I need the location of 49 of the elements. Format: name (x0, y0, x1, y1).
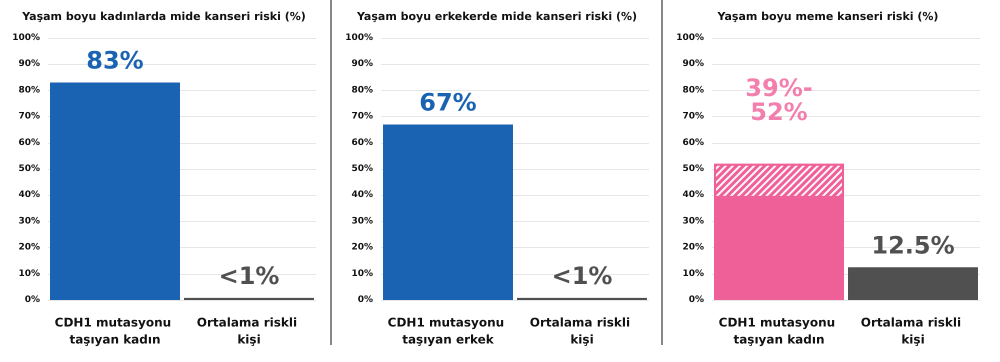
data-label: 12.5% (871, 231, 955, 260)
y-tick-label: 80% (351, 85, 373, 96)
data-label: 67% (419, 88, 477, 116)
y-tick-label: 50% (18, 164, 40, 174)
data-label: <1% (552, 262, 612, 290)
y-tick-label: 100% (345, 33, 373, 43)
x-tick-label: Ortalama riskli kişi (530, 316, 634, 346)
y-tick-label: 30% (682, 216, 704, 226)
y-tick-label: 60% (351, 138, 373, 148)
y-tick-label: 60% (18, 138, 40, 148)
y-tick-label: 100% (12, 33, 40, 43)
y-tick-label: 20% (351, 242, 373, 253)
y-tick-label: 0% (688, 295, 704, 305)
y-tick-label: 40% (351, 190, 373, 200)
chart-title: Yaşam boyu kadınlarda mide kanseri riski (%) (21, 10, 306, 23)
y-tick-label: 70% (682, 112, 704, 122)
y-tick-label: 30% (18, 216, 40, 226)
x-tick-label: Ortalama riskli kişi (860, 316, 966, 346)
bar (848, 267, 978, 300)
y-tick-label: 10% (351, 268, 373, 279)
y-tick-label: 40% (18, 190, 40, 200)
y-tick-label: 0% (24, 295, 40, 305)
y-tick-label: 50% (351, 164, 373, 174)
y-tick-label: 0% (358, 295, 373, 305)
y-tick-label: 90% (351, 59, 373, 70)
y-tick-label: 40% (682, 190, 704, 200)
x-tick-label: CDH1 mutasyonu taşıyan erkek (388, 316, 508, 346)
y-tick-label: 70% (18, 112, 40, 122)
annotation: 39%-52% (745, 74, 813, 126)
y-tick-label: 10% (18, 268, 40, 279)
y-tick-label: 100% (676, 33, 704, 43)
y-tick-label: 90% (682, 59, 704, 70)
chart-title: Yaşam boyu meme kanseri riski (%) (716, 10, 938, 23)
data-label: <1% (218, 262, 280, 290)
x-tick-label: Ortalama riskli kişi (196, 316, 302, 346)
y-tick-label: 80% (682, 85, 704, 96)
y-tick-label: 90% (18, 59, 40, 70)
y-tick-label: 60% (682, 138, 704, 148)
y-tick-label: 80% (18, 85, 40, 96)
y-tick-label: 50% (682, 164, 704, 174)
x-tick-label: CDH1 mutasyonu taşıyan kadın (54, 316, 176, 346)
y-tick-label: 10% (682, 268, 704, 279)
y-tick-label: 20% (18, 242, 40, 253)
y-tick-label: 30% (351, 216, 373, 226)
chart-title: Yaşam boyu erkekerde mide kanseri riski (%) (356, 10, 638, 23)
y-tick-label: 70% (351, 112, 373, 122)
y-tick-label: 20% (682, 242, 704, 253)
x-tick-label: CDH1 mutasyonu taşıyan kadın (718, 316, 840, 346)
data-label: 83% (86, 46, 144, 75)
